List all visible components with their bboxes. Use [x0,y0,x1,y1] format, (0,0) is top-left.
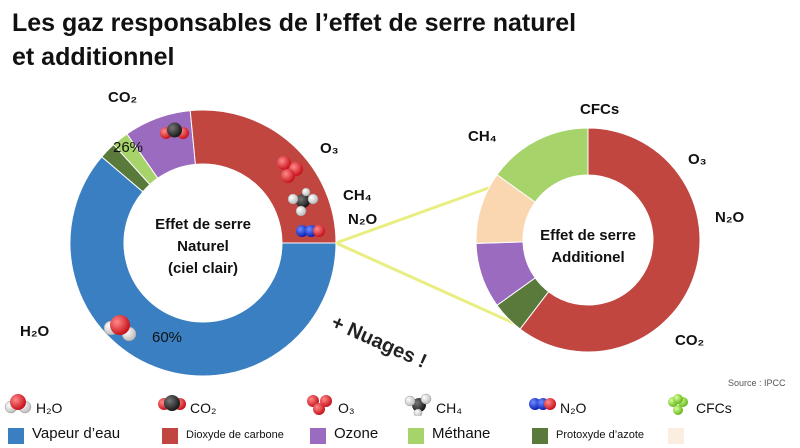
legend-swatch [408,428,424,444]
chart-canvas: CO₂ 26% O₃ CH₄ N₂O H₂O 60% Effet de serr… [20,89,786,388]
legend-label: Ozone [334,425,379,442]
legend-formula: H₂O [36,400,63,416]
legend-swatch [532,428,548,444]
value-label-h2o: 60% [152,329,182,346]
additionnel-slice-ch4 [496,127,589,203]
label-co2-additionnel: CO₂ [675,332,704,349]
naturel-slice-h2o [69,156,337,377]
nitrous-oxide-molecule-icon [296,225,325,237]
carbon-dioxide-molecule-icon [158,395,186,411]
legend: H₂O Vapeur d’eau CO₂ Dioxyde de carbone O₃ Oz… [0,392,800,448]
center-label-additionnel-line-1: Effet de serre [540,227,636,244]
label-h2o-naturel: H₂O [20,323,49,340]
ozone-molecule-icon [307,395,332,415]
methane-molecule-icon [287,187,319,217]
legend-formula: O₃ [338,400,355,416]
legend-label: Dioxyde de carbone [186,429,284,441]
legend-formula: CFCs [696,400,732,416]
nitrous-oxide-molecule-icon [529,398,556,410]
water-molecule-icon [4,394,32,414]
center-label-naturel-line-2: Naturel [177,238,229,255]
legend-label: Méthane [432,425,491,442]
water-molecule-icon [103,315,137,342]
zoom-connector [335,180,521,328]
label-cfcs-additionnel: CFCs [580,101,619,118]
co2-molecule-icon [160,122,189,139]
center-label-additionnel-line-2: Additionel [551,249,624,266]
legend-swatch [310,428,326,444]
additionnel-slice-co2 [519,127,701,353]
label-n2o-naturel: N₂O [348,211,377,228]
center-label-naturel-line-3: (ciel clair) [168,260,238,277]
label-co2-naturel: CO₂ [108,89,137,106]
donut-additionnel [475,127,701,353]
methane-molecule-icon [404,393,432,416]
legend-swatch [162,428,178,444]
chart-title-line-1: Les gaz responsables de l’effet de serre… [12,9,577,37]
chart-title-line-2: et additionnel [12,43,175,71]
legend-swatch [8,428,24,444]
cfc-molecule-icon [668,394,688,415]
legend-formula: CH₄ [436,400,462,416]
chart-title: Les gaz responsables de l’effet de serre… [12,6,652,74]
label-ch4-additionnel: CH₄ [468,128,497,145]
label-ch4-naturel: CH₄ [343,187,372,204]
legend-label: Vapeur d’eau [32,425,121,442]
legend-formula: N₂O [560,400,587,416]
center-label-naturel-line-1: Effet de serre [155,216,251,233]
clouds-annotation: + Nuages ! [328,311,430,372]
legend-label: Protoxyde d’azote [556,429,645,441]
ozone-molecule-icon [277,156,303,183]
label-n2o-additionnel: N₂O [715,209,744,226]
value-label-co2: 26% [113,139,143,156]
legend-swatch [668,428,684,444]
label-o3-naturel: O₃ [320,140,339,157]
source-credit: Source : IPCC [728,378,786,388]
label-o3-additionnel: O₃ [688,151,707,168]
legend-formula: CO₂ [190,400,217,416]
